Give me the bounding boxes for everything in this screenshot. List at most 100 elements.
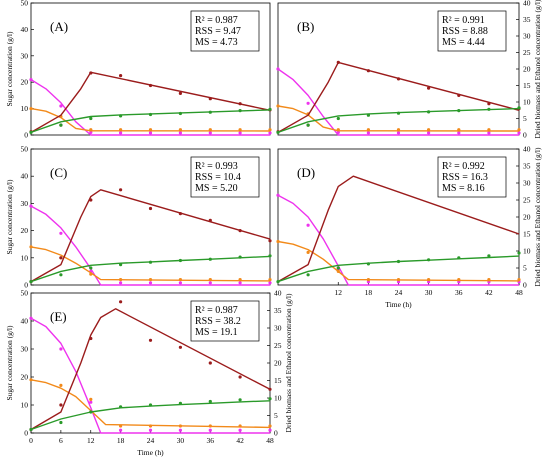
biomass-data-point bbox=[517, 251, 521, 255]
panel-e: 0 10 20 30 40 50 0 5 10 15 20 25 30 35 40 0 6 12 18 24 30 36 4… bbox=[5, 289, 293, 458]
biomass-data-point bbox=[427, 258, 431, 262]
xylose-data-point bbox=[178, 424, 182, 428]
panel-label: (B) bbox=[297, 19, 314, 34]
glucose-fit-line bbox=[30, 79, 270, 136]
xylose-data-point bbox=[336, 128, 340, 132]
ethanol-data-point bbox=[238, 102, 242, 106]
glucose-data-point bbox=[208, 131, 212, 135]
biomass-data-point bbox=[178, 401, 182, 405]
biomass-data-point bbox=[89, 116, 93, 121]
glucose-fit-line bbox=[277, 68, 519, 136]
ethanol-data-point bbox=[89, 198, 93, 202]
y2-tick-label: 10 bbox=[274, 394, 282, 403]
x-tick-label: 42 bbox=[485, 288, 493, 297]
stats-line: MS = 8.16 bbox=[442, 183, 485, 194]
ethanol-data-point bbox=[89, 71, 93, 75]
glucose-data-point bbox=[59, 347, 63, 351]
stats-line: RSS = 8.88 bbox=[442, 26, 488, 37]
xylose-data-point bbox=[148, 128, 153, 132]
biomass-data-point bbox=[306, 123, 310, 127]
xylose-data-point bbox=[89, 128, 93, 132]
glucose-data-point bbox=[148, 131, 153, 135]
biomass-data-point bbox=[396, 259, 401, 264]
xylose-data-point bbox=[59, 383, 63, 387]
stats-line: RSS = 10.4 bbox=[195, 172, 241, 183]
glucose-data-point bbox=[119, 281, 123, 285]
y2-tick-label: 0 bbox=[274, 429, 278, 438]
biomass-data-point bbox=[487, 107, 491, 111]
biomass-data-point bbox=[29, 130, 33, 134]
xylose-data-point bbox=[208, 128, 212, 132]
glucose-data-point bbox=[148, 428, 153, 432]
glucose-data-point bbox=[517, 131, 521, 135]
glucose-data-point bbox=[178, 131, 182, 135]
biomass-data-point bbox=[148, 112, 153, 117]
ethanol-fit-line bbox=[277, 61, 520, 134]
biomass-data-point bbox=[59, 123, 63, 127]
ethanol-data-point bbox=[268, 239, 272, 243]
ethanol-data-point bbox=[148, 206, 153, 211]
xylose-data-point bbox=[396, 128, 401, 132]
stats-line: MS = 4.44 bbox=[442, 37, 485, 48]
y2-tick-label: 10 bbox=[523, 247, 531, 256]
x-tick-label: 12 bbox=[87, 436, 95, 445]
x-tick-label: 30 bbox=[425, 288, 433, 297]
y2-tick-label: 20 bbox=[523, 213, 531, 222]
xylose-data-point bbox=[427, 128, 431, 132]
glucose-data-point bbox=[119, 428, 123, 432]
glucose-data-point bbox=[148, 281, 153, 285]
y2-tick-label: 15 bbox=[523, 230, 531, 239]
y2-tick-label: 15 bbox=[274, 376, 282, 385]
stats-line: R² = 0.987 bbox=[195, 15, 238, 26]
y2-tick-label: 35 bbox=[523, 15, 531, 24]
glucose-data-point bbox=[119, 131, 123, 135]
y2-tick-label: 40 bbox=[274, 289, 282, 298]
y2-tick-label: 0 bbox=[523, 131, 527, 140]
y-tick-label: 20 bbox=[21, 226, 29, 235]
glucose-data-point bbox=[366, 131, 370, 135]
y2-tick-label: 35 bbox=[523, 162, 531, 171]
stats-line: MS = 19.1 bbox=[195, 327, 238, 338]
stats-line: MS = 4.73 bbox=[195, 37, 238, 48]
biomass-data-point bbox=[59, 273, 63, 277]
y2-tick-label: 35 bbox=[274, 306, 282, 315]
xylose-data-point bbox=[366, 128, 370, 132]
ethanol-data-point bbox=[119, 74, 123, 78]
x-tick-label: 42 bbox=[236, 436, 244, 445]
y-tick-label: 30 bbox=[21, 199, 29, 208]
biomass-data-point bbox=[268, 254, 272, 258]
y2-tick-label: 40 bbox=[523, 145, 531, 154]
ethanol-fit-line bbox=[30, 71, 271, 134]
x-tick-label: 0 bbox=[29, 436, 33, 445]
y2-tick-label: 5 bbox=[274, 411, 278, 420]
ethanol-data-point bbox=[178, 212, 182, 216]
y-tick-label: 10 bbox=[21, 401, 29, 410]
xylose-data-point bbox=[208, 424, 212, 428]
y-tick-label: 20 bbox=[21, 78, 29, 87]
glucose-data-point bbox=[29, 78, 33, 82]
y-tick-label: 40 bbox=[21, 172, 29, 181]
panel-a: 0 10 20 30 40 50 Sugar concentration (g/l) (A) R… bbox=[5, 0, 272, 140]
glucose-data-point bbox=[306, 223, 310, 227]
xylose-data-point bbox=[29, 107, 33, 111]
xylose-fit-line bbox=[30, 379, 271, 429]
ethanol-data-point bbox=[178, 91, 182, 95]
biomass-data-point bbox=[29, 280, 33, 284]
stats-box bbox=[437, 10, 507, 52]
ethanol-data-point bbox=[396, 77, 401, 81]
biomass-data-point bbox=[238, 255, 242, 259]
stats-box bbox=[437, 156, 507, 198]
xylose-data-point bbox=[487, 278, 491, 282]
biomass-data-point bbox=[89, 266, 93, 270]
y-tick-label: 30 bbox=[21, 51, 29, 60]
y-tick-label: 50 bbox=[21, 0, 29, 8]
stats-line: RSS = 9.47 bbox=[195, 26, 241, 37]
biomass-data-point bbox=[178, 111, 182, 116]
biomass-data-point bbox=[89, 410, 93, 414]
stats-line: RSS = 16.3 bbox=[442, 172, 488, 183]
xylose-data-point bbox=[517, 128, 521, 132]
x-tick-label: 36 bbox=[207, 436, 215, 445]
xylose-data-point bbox=[276, 104, 280, 108]
panel-label: (D) bbox=[297, 165, 315, 180]
